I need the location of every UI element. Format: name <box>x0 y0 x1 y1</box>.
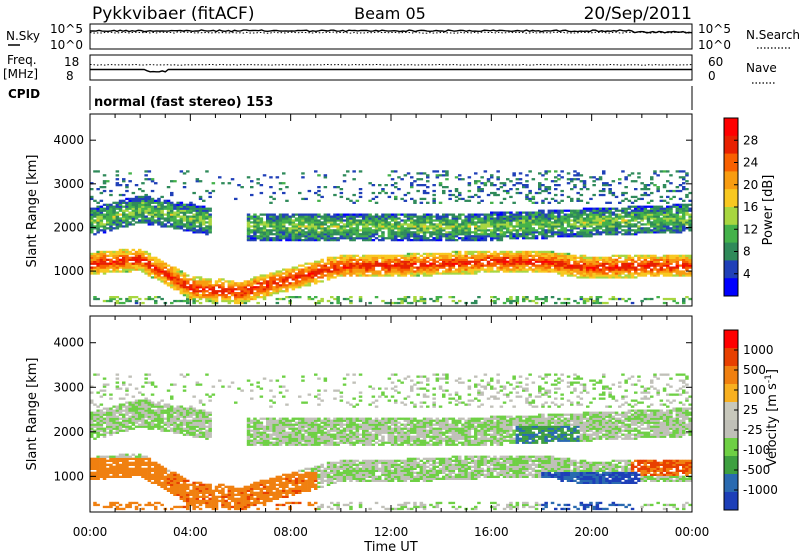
noise-right-tick-top: 10^5 <box>698 22 731 36</box>
power-colorbar-label: Power [dB] <box>761 175 776 246</box>
velocity-colorbar-tick: 1000 <box>743 343 774 357</box>
freq-right-tick-bottom: 0 <box>708 69 716 83</box>
power-colorbar: 28 24 20 16 12 8 4 <box>723 117 758 297</box>
power-colorbar-swatch <box>724 242 738 261</box>
power-colorbar-swatch <box>724 189 738 208</box>
power-y-tick-label: 4000 <box>53 133 84 147</box>
power-colorbar-tick: 20 <box>743 178 758 192</box>
freq-left-label: Freq. <box>7 53 37 67</box>
power-y-tick-label: 1000 <box>53 264 84 278</box>
velocity-colorbar-swatch <box>724 474 738 493</box>
power-panel: 1000 2000 3000 4000 Slant Range [km] 28 24 20… <box>25 113 776 307</box>
noise-right-tick-bottom: 10^0 <box>698 38 731 52</box>
station-title: Pykkvibaer (fitACF) <box>92 4 254 24</box>
freq-right-tick-top: 60 <box>708 55 723 69</box>
freq-left-tick-bottom: 8 <box>66 69 74 83</box>
date-title: 20/Sep/2011 <box>584 4 692 24</box>
power-colorbar-tick: 12 <box>743 222 758 236</box>
nave-line <box>89 63 693 66</box>
power-x-ticks <box>89 114 693 306</box>
velocity-colorbar-swatch <box>724 492 738 511</box>
time-tick-label: 12:00 <box>374 525 409 539</box>
velocity-colorbar-tick: -1000 <box>743 483 778 497</box>
velocity-y-tick-label: 3000 <box>53 380 84 394</box>
freq-left-units: [MHz] <box>3 67 38 81</box>
beam-title: Beam 05 <box>354 4 426 23</box>
velocity-colorbar: 1000 500 100 25 -25 -100 -500 -1000 <box>723 329 778 511</box>
cpid-mode: normal (fast stereo) 153 <box>94 95 273 110</box>
time-tick-label: 00:00 <box>675 525 710 539</box>
nave-label: Nave <box>746 61 777 75</box>
time-tick-label: 04:00 <box>173 525 208 539</box>
velocity-panel: 1000 2000 3000 4000 Slant Range [km] 1000 50… <box>25 315 780 513</box>
noise-sky-line <box>90 29 693 34</box>
velocity-colorbar-tick: -100 <box>743 443 770 457</box>
velocity-colorbar-swatch <box>724 384 738 403</box>
noise-panel: N.Sky 10^5 10^0 N.Search 10^5 10^0 <box>6 22 800 52</box>
time-tick-label: 08:00 <box>273 525 308 539</box>
freq-line <box>90 68 692 73</box>
power-data-cells <box>90 170 692 305</box>
velocity-colorbar-tick: -500 <box>743 463 770 477</box>
velocity-colorbar-tick: 25 <box>743 403 758 417</box>
freq-left-tick-top: 18 <box>64 55 79 69</box>
power-colorbar-swatch <box>724 278 738 297</box>
power-colorbar-tick: 8 <box>743 245 751 259</box>
time-axis-labels: 00:00 04:00 08:00 12:00 16:00 20:00 00:00 <box>73 525 710 539</box>
velocity-colorbar-label: Velocity [m s <box>765 383 780 467</box>
noise-left-label: N.Sky <box>6 29 40 43</box>
power-y-axis-label: Slant Range [km] <box>25 155 40 268</box>
noise-left-tick-top: 10^5 <box>50 22 83 36</box>
power-colorbar-swatch <box>724 153 738 172</box>
velocity-colorbar-label-end: ] <box>765 369 780 374</box>
velocity-colorbar-swatch <box>724 402 738 421</box>
freq-panel: Freq. [MHz] 18 8 60 0 Nave <box>3 53 777 84</box>
noise-right-label: N.Search <box>746 28 800 42</box>
velocity-colorbar-swatch <box>724 438 738 457</box>
velocity-x-ticks <box>89 316 693 512</box>
velocity-data-cells <box>90 373 692 511</box>
velocity-colorbar-tick: -25 <box>743 423 763 437</box>
velocity-y-tick-label: 2000 <box>53 425 84 439</box>
noise-left-tick-bottom: 10^0 <box>50 38 83 52</box>
cpid-label: CPID <box>8 87 40 101</box>
power-colorbar-tick: 28 <box>743 133 758 147</box>
time-tick-label: 00:00 <box>73 525 108 539</box>
velocity-colorbar-tick: 500 <box>743 363 766 377</box>
power-colorbar-swatch <box>724 260 738 279</box>
time-axis-title: Time UT <box>363 540 417 554</box>
velocity-colorbar-swatch <box>724 456 738 475</box>
power-colorbar-swatch <box>724 224 738 244</box>
velocity-colorbar-swatch <box>724 330 738 349</box>
power-y-ticks: 1000 2000 3000 4000 <box>53 133 692 278</box>
power-y-tick-label: 2000 <box>53 220 84 234</box>
velocity-y-ticks: 1000 2000 3000 4000 <box>53 336 692 483</box>
velocity-y-tick-label: 4000 <box>53 336 84 350</box>
velocity-y-axis-label: Slant Range [km] <box>25 358 40 471</box>
velocity-colorbar-swatch <box>724 348 738 367</box>
power-colorbar-swatch <box>724 207 738 226</box>
velocity-colorbar-label-sup: -1 <box>764 374 774 383</box>
power-y-tick-label: 3000 <box>53 177 84 191</box>
time-tick-label: 20:00 <box>574 525 609 539</box>
velocity-colorbar-swatch <box>724 420 738 439</box>
power-colorbar-swatch <box>724 118 738 137</box>
velocity-colorbar-tick: 100 <box>743 383 766 397</box>
power-colorbar-swatch <box>724 135 738 155</box>
time-tick-label: 16:00 <box>474 525 509 539</box>
power-colorbar-swatch <box>724 171 738 190</box>
power-colorbar-tick: 16 <box>743 200 758 214</box>
noise-search-line <box>89 31 693 34</box>
power-colorbar-tick: 4 <box>743 267 751 281</box>
power-colorbar-tick: 24 <box>743 156 758 170</box>
velocity-colorbar-swatch <box>724 366 738 385</box>
velocity-y-tick-label: 1000 <box>53 469 84 483</box>
